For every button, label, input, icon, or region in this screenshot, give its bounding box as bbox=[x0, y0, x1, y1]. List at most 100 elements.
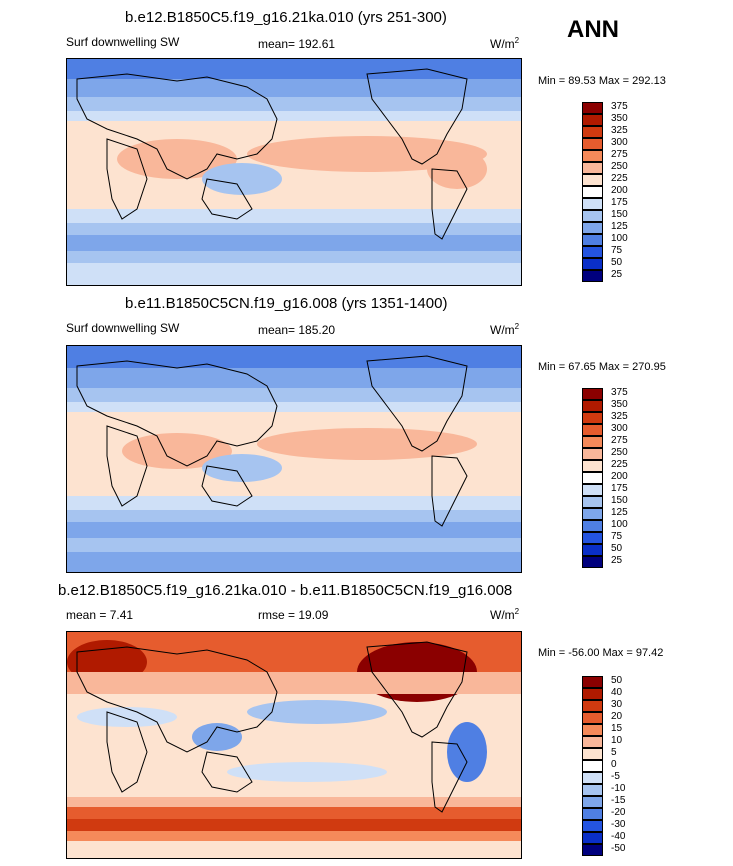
colorbar-label: 300 bbox=[611, 137, 628, 148]
panel2-band-s3 bbox=[67, 522, 521, 538]
colorbar-swatch bbox=[582, 532, 603, 544]
colorbar-label: 275 bbox=[611, 149, 628, 160]
colorbar-label: -50 bbox=[611, 843, 626, 854]
colorbar-label: 175 bbox=[611, 197, 628, 208]
colorbar-label: 5 bbox=[611, 747, 617, 758]
panel2-polar-n bbox=[67, 346, 521, 368]
panel1-band-n3 bbox=[67, 111, 521, 121]
colorbar-swatch bbox=[582, 724, 603, 736]
colorbar-label: 325 bbox=[611, 411, 628, 422]
panel2-coastlines bbox=[76, 355, 468, 527]
colorbar-swatch bbox=[582, 796, 603, 808]
colorbar-label: 150 bbox=[611, 495, 628, 506]
colorbar-label: 50 bbox=[611, 257, 623, 268]
colorbar-swatch bbox=[582, 424, 603, 436]
colorbar-swatch bbox=[582, 222, 603, 234]
colorbar-label: 10 bbox=[611, 735, 623, 746]
panel3-band-s3 bbox=[67, 819, 521, 831]
colorbar-label: 275 bbox=[611, 435, 628, 446]
colorbar-swatch bbox=[582, 508, 603, 520]
colorbar-swatch bbox=[582, 234, 603, 246]
colorbar-swatch bbox=[582, 150, 603, 162]
colorbar-swatch bbox=[582, 126, 603, 138]
colorbar-swatch bbox=[582, 246, 603, 258]
panel1-colorbar: 375 350 325 300 275 250 225 200 175 150 125 100 75 50… bbox=[582, 101, 662, 282]
panel2-band-n1 bbox=[67, 368, 521, 388]
colorbar-swatch bbox=[582, 736, 603, 748]
colorbar-swatch bbox=[582, 186, 603, 198]
panel3-blob-natl bbox=[77, 707, 177, 727]
panel2-minmax: Min = 67.65 Max = 270.95 bbox=[538, 361, 666, 373]
panel3-colorbar: 50 40 30 20 15 10 5 0 -5 -10 -15 -20 -30 -40 -50 bbox=[582, 675, 662, 858]
colorbar-swatch bbox=[582, 808, 603, 820]
colorbar-label: 250 bbox=[611, 447, 628, 458]
panel1-band-s2 bbox=[67, 223, 521, 235]
colorbar-label: 100 bbox=[611, 519, 628, 530]
colorbar-label: -40 bbox=[611, 831, 626, 842]
panel1-blob-pac bbox=[247, 136, 487, 172]
panel2-mean: mean= 185.20 bbox=[258, 323, 336, 337]
colorbar-label: 200 bbox=[611, 471, 628, 482]
colorbar-swatch bbox=[582, 436, 603, 448]
panel2-blob-pac bbox=[257, 428, 477, 460]
colorbar-label: 0 bbox=[611, 759, 617, 770]
colorbar-swatch bbox=[582, 748, 603, 760]
panel3-field bbox=[67, 632, 521, 858]
colorbar-label: 225 bbox=[611, 173, 628, 184]
colorbar-label: 225 bbox=[611, 459, 628, 470]
panel2-blob-ind bbox=[122, 433, 232, 469]
colorbar-swatch bbox=[582, 270, 603, 282]
panel3-band-s1 bbox=[67, 797, 521, 807]
panel3-blob-spac bbox=[227, 762, 387, 782]
colorbar-label: 75 bbox=[611, 531, 623, 542]
colorbar-label: 25 bbox=[611, 269, 623, 280]
panel3-rmse: rmse = 19.09 bbox=[258, 608, 329, 622]
panel1-variable: Surf downwelling SW bbox=[66, 35, 180, 49]
colorbar-swatch bbox=[582, 520, 603, 532]
panel2-field bbox=[67, 346, 521, 572]
colorbar-swatch bbox=[582, 102, 603, 114]
panel1-band-s1 bbox=[67, 209, 521, 223]
panel1-band-s5 bbox=[67, 263, 521, 285]
colorbar-swatch bbox=[582, 832, 603, 844]
colorbar-swatch bbox=[582, 258, 603, 270]
colorbar-label: 150 bbox=[611, 209, 628, 220]
colorbar-label: 325 bbox=[611, 125, 628, 136]
colorbar-label: 375 bbox=[611, 387, 628, 398]
panel3-band-s2 bbox=[67, 807, 521, 819]
season-label: ANN bbox=[567, 16, 619, 43]
colorbar-swatch bbox=[582, 138, 603, 150]
panel3-units: W/m2 bbox=[490, 607, 520, 622]
panel3-band-s5 bbox=[67, 841, 521, 858]
colorbar-swatch bbox=[582, 412, 603, 424]
panel2-band-n2 bbox=[67, 388, 521, 402]
colorbar-label: 75 bbox=[611, 245, 623, 256]
panel2-map bbox=[66, 345, 522, 573]
colorbar-swatch bbox=[582, 162, 603, 174]
colorbar-swatch bbox=[582, 460, 603, 472]
panel2-title: b.e11.B1850C5CN.f19_g16.008 (yrs 1351-14… bbox=[125, 295, 448, 312]
panel2-band-s5 bbox=[67, 552, 521, 572]
colorbar-label: 200 bbox=[611, 185, 628, 196]
colorbar-label: 250 bbox=[611, 161, 628, 172]
colorbar-swatch bbox=[582, 676, 603, 688]
colorbar-swatch bbox=[582, 760, 603, 772]
colorbar-label: 40 bbox=[611, 687, 623, 698]
colorbar-label: 30 bbox=[611, 699, 623, 710]
colorbar-label: -15 bbox=[611, 795, 626, 806]
panel3-blob-sam bbox=[447, 722, 487, 782]
panel1-band-s3 bbox=[67, 235, 521, 251]
colorbar-label: 350 bbox=[611, 399, 628, 410]
panel2-blob-mc bbox=[202, 454, 282, 482]
panel2-band-s4 bbox=[67, 538, 521, 552]
colorbar-swatch bbox=[582, 472, 603, 484]
colorbar-label: -10 bbox=[611, 783, 626, 794]
colorbar-label: 15 bbox=[611, 723, 623, 734]
colorbar-label: 125 bbox=[611, 221, 628, 232]
colorbar-label: -5 bbox=[611, 771, 620, 782]
panel3-band-s4 bbox=[67, 831, 521, 841]
panel1-coastlines bbox=[76, 68, 468, 240]
panel1-units: W/m2 bbox=[490, 36, 520, 51]
panel1-minmax: Min = 89.53 Max = 292.13 bbox=[538, 75, 666, 87]
colorbar-label: 350 bbox=[611, 113, 628, 124]
